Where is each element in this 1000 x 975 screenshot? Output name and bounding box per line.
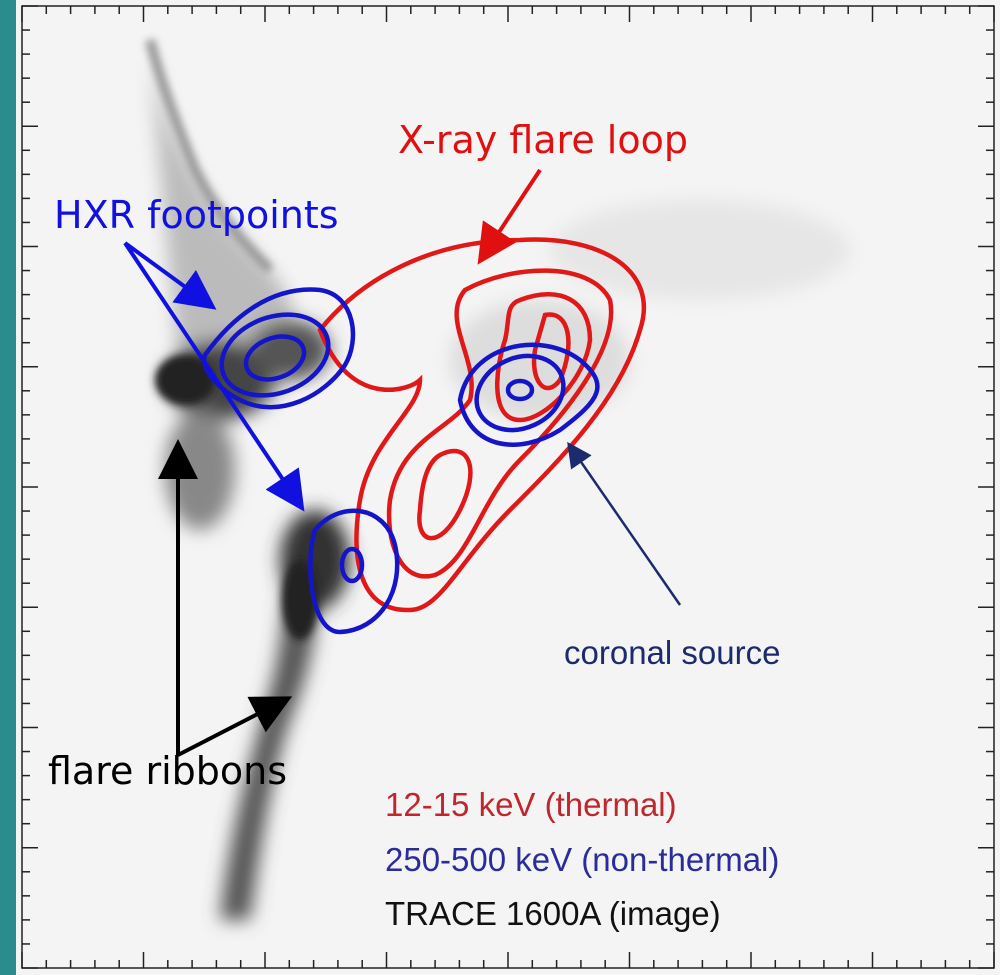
loop-label: X-ray flare loop	[398, 118, 688, 162]
page: X-ray flare loop HXR footpoints flare ri…	[0, 0, 1000, 975]
legend-image: TRACE 1600A (image)	[385, 895, 721, 932]
side-strip	[0, 0, 16, 975]
coronal-label: coronal source	[564, 634, 780, 671]
ribbons-label: flare ribbons	[48, 749, 287, 793]
legend-thermal: 12-15 keV (thermal)	[385, 786, 677, 823]
legend-nonthermal: 250-500 keV (non-thermal)	[385, 841, 779, 878]
footpoints-label: HXR footpoints	[54, 193, 339, 237]
figure: X-ray flare loop HXR footpoints flare ri…	[0, 0, 1000, 975]
